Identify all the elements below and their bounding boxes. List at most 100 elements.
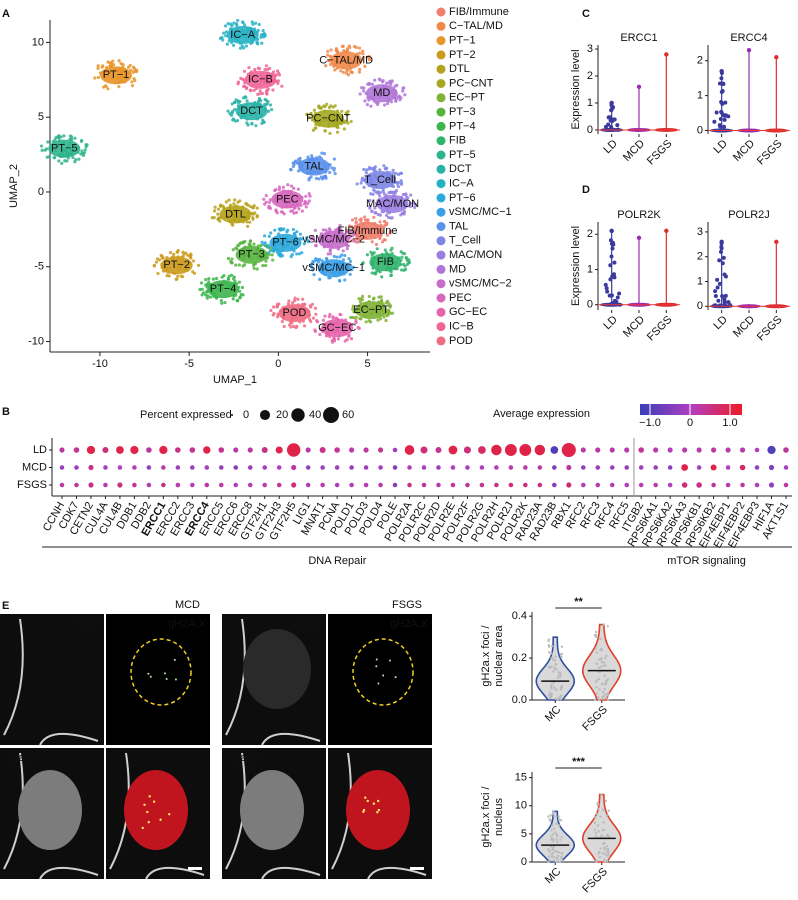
jitter-dot [554, 849, 557, 853]
x-tick-label: 5 [364, 358, 370, 370]
jitter-dot [595, 651, 599, 655]
cell-dot [251, 22, 255, 26]
cell-dot [289, 168, 293, 172]
dot [247, 482, 253, 488]
cell-dot [384, 213, 389, 217]
panel-label: C [582, 8, 590, 20]
cell-dot [298, 232, 302, 236]
jitter-dot [600, 658, 603, 661]
cell-dot [349, 315, 353, 320]
violin-dot [714, 110, 719, 115]
jitter-dot [553, 856, 557, 859]
jitter-dot [602, 821, 605, 824]
jitter-dot [600, 648, 604, 651]
cell-dot [404, 192, 408, 196]
dot [624, 465, 629, 470]
cell-dot [389, 270, 393, 274]
legend-label: IC−A [449, 178, 474, 190]
cell-dot [275, 211, 279, 215]
cell-dot [80, 138, 84, 143]
jitter-dot [596, 662, 599, 666]
cell-dot [244, 86, 249, 91]
cell-dot [378, 78, 382, 82]
cell-dot [365, 218, 369, 222]
jitter-dot [553, 814, 556, 818]
jitter-dot [547, 638, 551, 641]
cell-dot [324, 176, 328, 180]
cell-dot [278, 252, 282, 257]
cell-dot [300, 251, 304, 255]
cell-dot [280, 254, 285, 258]
jitter-dot [599, 637, 602, 641]
cell-dot [223, 24, 228, 28]
cell-dot [306, 155, 310, 159]
dot [190, 482, 195, 488]
violin-dot [604, 286, 609, 291]
chart-title: POLR2J [728, 209, 770, 221]
dot [286, 443, 301, 457]
violin-dot [608, 238, 613, 243]
dot [696, 465, 702, 470]
cell-dot [351, 304, 355, 308]
dot [146, 482, 152, 488]
violin-dot [611, 105, 616, 110]
dot [319, 446, 326, 454]
legend-swatch [436, 322, 446, 332]
dot [504, 444, 517, 456]
cell-dot [335, 130, 340, 134]
cell-dot [404, 256, 408, 260]
cell-dot [268, 206, 273, 210]
cell-dot [349, 119, 353, 124]
cell-dot [238, 46, 243, 50]
cell-dot [263, 67, 267, 72]
cell-dot [73, 160, 77, 164]
cell-dot [255, 206, 259, 210]
cell-dot [274, 208, 278, 212]
cell-dot [307, 199, 311, 203]
jitter-dot [605, 854, 608, 857]
cell-dot [40, 148, 44, 152]
cell-dot [222, 31, 226, 35]
size-legend-title: Percent expressed [140, 409, 232, 421]
cell-dot [327, 315, 332, 319]
cell-dot [343, 339, 347, 343]
size-key-label: 40 [309, 409, 321, 421]
cell-dot [269, 308, 273, 313]
violin-dot [609, 254, 614, 259]
dot [204, 482, 210, 488]
jitter-dot [554, 663, 557, 666]
jitter-dot [600, 793, 603, 797]
jitter-dot [547, 815, 550, 818]
cell-dot [383, 103, 387, 107]
cell-dot [379, 298, 384, 302]
cell-dot [309, 305, 313, 309]
x-tick-label: MCD [621, 314, 647, 340]
jitter-dot [597, 830, 600, 833]
jitter-dot [596, 696, 600, 699]
dot [754, 447, 760, 453]
cell-dot [235, 119, 240, 123]
cell-dot [348, 272, 352, 276]
cluster [364, 171, 397, 190]
cell-dot [248, 239, 253, 243]
cell-dot [402, 262, 406, 266]
cell-dot [232, 100, 237, 105]
jitter-dot [550, 687, 553, 690]
dot [392, 482, 398, 488]
cell-dot [388, 231, 392, 235]
y-tick-label: 15 [515, 772, 527, 784]
cell-dot [399, 181, 404, 185]
dot [508, 482, 514, 488]
cell-dot [389, 273, 393, 277]
cell-dot [370, 82, 374, 86]
dot [767, 445, 776, 455]
jitter-dot [547, 665, 550, 669]
cell-dot [242, 46, 246, 50]
cell-dot [395, 83, 399, 87]
row-label: FSGS [17, 479, 47, 491]
cluster [226, 25, 259, 44]
cell-dot [324, 64, 328, 68]
cell-dot [286, 302, 291, 306]
dot [159, 445, 168, 455]
dot [233, 447, 239, 453]
